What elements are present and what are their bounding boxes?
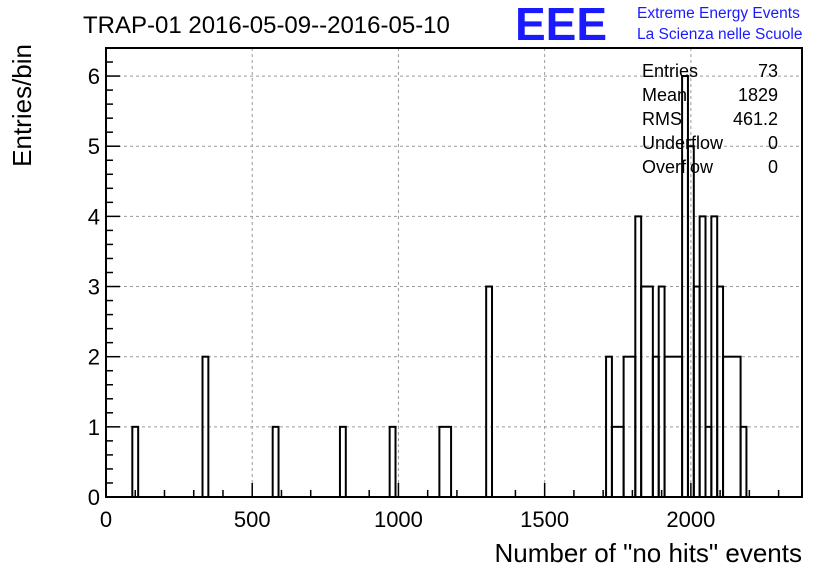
histogram-bar xyxy=(438,425,453,498)
y-tick-label: 3 xyxy=(88,275,100,300)
eee-logo-mark: EEE xyxy=(515,0,607,50)
y-tick-label: 1 xyxy=(88,415,100,440)
stat-label: RMS xyxy=(642,109,682,129)
eee-logo: EEE Extreme Energy Events La Scienza nel… xyxy=(515,0,802,50)
x-tick-label: 500 xyxy=(234,507,271,532)
axis-ticks xyxy=(105,47,780,498)
stat-label: Underflow xyxy=(642,133,724,153)
y-tick-label: 6 xyxy=(88,64,100,89)
eee-logo-line1: Extreme Energy Events xyxy=(637,5,800,22)
stat-label: Entries xyxy=(642,61,698,81)
histogram-bar xyxy=(485,285,494,498)
eee-logo-line2: La Scienza nelle Scuole xyxy=(637,26,802,43)
histogram-bar xyxy=(271,425,280,498)
histogram-bar xyxy=(663,355,684,498)
x-axis-label: Number of "no hits" events xyxy=(495,538,803,568)
stat-label: Mean xyxy=(642,85,687,105)
plot-frame xyxy=(105,47,803,498)
x-tick-label: 1000 xyxy=(374,507,423,532)
stats-box: Entries 73 Mean 1829 RMS 461.2 Underflow 0 Overf… xyxy=(642,61,778,177)
y-tick-label: 4 xyxy=(88,204,100,229)
histogram-bar xyxy=(201,355,210,498)
histogram-bar xyxy=(131,425,140,498)
x-tick-label: 1500 xyxy=(520,507,569,532)
y-tick-label: 2 xyxy=(88,345,100,370)
y-tick-label: 0 xyxy=(88,485,100,510)
y-axis-label: Entries/bin xyxy=(7,44,37,167)
axis-tick-labels: 0 500 1000 1500 2000 0 1 2 3 4 5 6 xyxy=(88,64,716,532)
stat-value: 461.2 xyxy=(733,109,778,129)
stat-value: 0 xyxy=(768,133,778,153)
histogram-bar xyxy=(610,425,625,498)
stat-label: Overflow xyxy=(642,157,714,177)
y-tick-label: 5 xyxy=(88,134,100,159)
chart-title: TRAP-01 2016-05-09--2016-05-10 xyxy=(83,12,450,39)
stat-value: 0 xyxy=(768,157,778,177)
x-tick-label: 2000 xyxy=(666,507,715,532)
grid-lines xyxy=(106,48,802,497)
stat-value: 73 xyxy=(758,61,778,81)
stat-value: 1829 xyxy=(738,85,778,105)
histogram-bar xyxy=(388,425,397,498)
histogram-bar xyxy=(338,425,347,498)
x-tick-label: 0 xyxy=(100,507,112,532)
histogram-bar xyxy=(640,285,654,498)
histogram-bar xyxy=(739,425,748,498)
